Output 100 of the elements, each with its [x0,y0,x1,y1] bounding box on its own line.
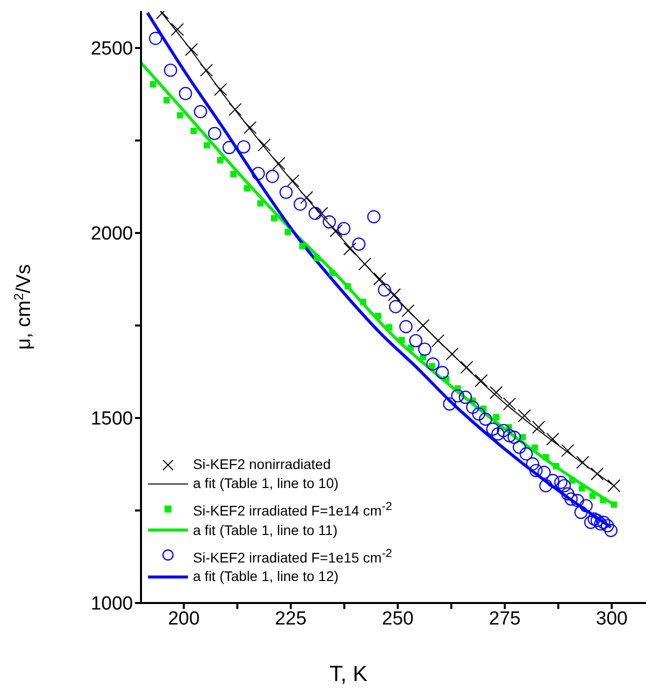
point [418,342,432,356]
point [416,319,430,332]
legend-label: Si-KEF2 irradiated F=1e14 cm$^{-2}$ [193,499,392,521]
y-tick-label: 1500 [90,408,133,430]
point [600,519,614,532]
point [373,272,386,286]
point [478,412,492,426]
point [539,479,552,492]
point [578,485,585,492]
point [222,140,236,154]
point [466,400,480,414]
point [542,454,550,460]
point [409,334,422,348]
point [590,514,604,528]
point [594,517,608,530]
point [178,86,192,100]
point [237,140,250,154]
point [491,427,505,441]
point [520,447,533,460]
point [472,407,486,421]
point [272,156,286,170]
point [398,336,405,344]
point [217,156,224,164]
y-tick-label: 1000 [90,594,133,615]
point [279,186,293,199]
point [164,97,170,104]
point [286,174,300,188]
point [546,432,560,446]
legend-label: Si-KEF2 irradiated F=1e15 cm$^{-2}$ [193,546,392,568]
point [590,467,604,480]
point [432,334,445,348]
point [610,501,618,508]
point [579,499,593,512]
point [314,255,320,262]
y-tick-label: 2000 [90,224,133,245]
point [558,479,571,492]
point [284,228,291,236]
x-tick-label: 275 [488,608,521,630]
point [460,360,474,374]
point [294,198,307,211]
point [570,494,584,508]
point [244,185,250,192]
point [214,82,228,96]
point [451,389,464,402]
point [360,298,366,305]
x-tick-label: 225 [274,608,307,630]
point [252,166,265,180]
point [564,492,578,506]
point [322,215,336,228]
point [164,64,178,77]
point [446,347,459,360]
point [502,397,516,410]
x-tick-label: 300 [596,608,628,630]
point [208,126,222,140]
point [200,64,213,77]
point [185,42,198,56]
point [194,105,208,118]
point [442,397,456,411]
x-tick-label: 250 [382,608,414,630]
point [552,462,560,470]
point [148,32,162,45]
point [502,429,516,442]
point [604,524,618,538]
point [150,81,156,88]
point [315,206,328,220]
point [402,304,415,318]
point [526,457,540,470]
x-tick-label: 200 [168,608,200,630]
point [230,171,237,178]
point [436,366,449,380]
point [389,300,402,314]
point [337,222,350,236]
point [257,200,264,207]
point [378,283,392,297]
point [358,258,372,271]
point [512,440,526,454]
point [244,121,257,134]
point [170,23,184,36]
legend-label: a fit (Table 1, line to 10) [193,474,339,493]
point [490,386,503,399]
point [532,420,546,434]
point [399,320,413,334]
point [343,242,356,256]
point [176,112,184,118]
y-tick-label: 2500 [90,38,133,60]
point [474,374,488,388]
x-axis-title: T, K [330,661,368,686]
legend-label: a fit (Table 1, line to 12) [193,567,339,586]
point [532,444,538,451]
point [426,357,440,371]
point [374,312,382,320]
point [300,190,314,204]
point [266,170,279,183]
point [190,128,197,134]
point [554,476,568,489]
point [486,422,500,436]
point [329,270,336,276]
point [529,464,543,478]
point [270,215,278,222]
point [258,138,271,152]
